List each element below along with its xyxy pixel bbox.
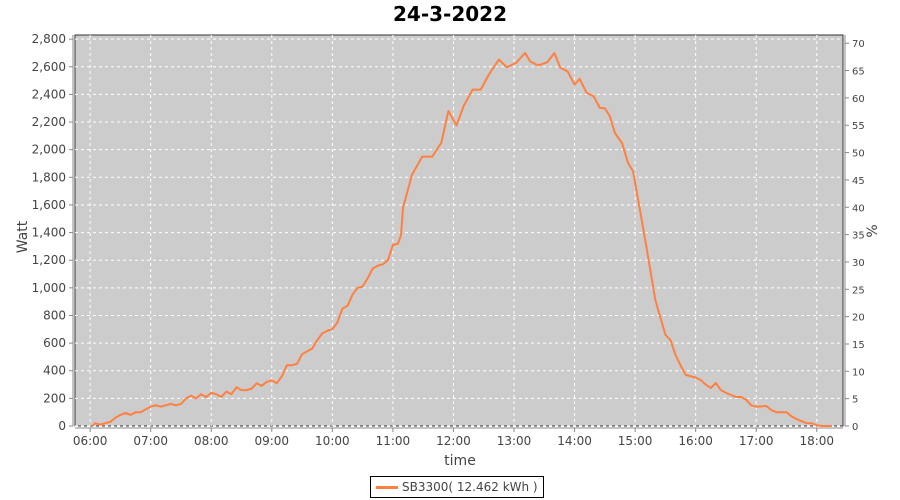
y2-tick-label: 30 [852,258,865,269]
y-tick-label: 1,400 [32,226,66,240]
y-tick-label: 1,000 [32,281,66,295]
x-tick-label: 07:00 [133,434,168,448]
x-tick-label: 18:00 [799,434,834,448]
y2-tick-label: 40 [852,203,865,214]
x-tick-label: 14:00 [557,434,592,448]
legend-label: SB3300( 12.462 kWh ) [402,480,538,494]
y-tick-label: 800 [43,308,66,322]
y-tick-label: 0 [58,419,66,433]
y-tick-label: 1,600 [32,198,66,212]
y2-tick-label: 5 [852,395,858,406]
y2-tick-label: 45 [852,176,865,187]
y-tick-label: 2,800 [32,32,66,46]
y-axis-label: Watt [15,220,31,253]
x-tick-label: 16:00 [678,434,713,448]
x-tick-label: 06:00 [73,434,108,448]
y-tick-label: 1,200 [32,253,66,267]
x-tick-label: 09:00 [254,434,289,448]
x-tick-label: 11:00 [376,434,411,448]
chart-title: 24-3-2022 [393,2,507,26]
y2-tick-label: 55 [852,121,865,132]
legend-swatch [376,485,398,489]
y2-axis-label: % [865,224,881,237]
y-tick-label: 400 [43,364,66,378]
gridlines [75,35,843,427]
y2-tick-label: 10 [852,367,865,378]
y2-tick-label: 35 [852,231,865,242]
plot-area [74,34,844,427]
y2-tick-label: 70 [852,39,865,50]
legend: SB3300( 12.462 kWh ) [370,476,544,498]
y-tick-label: 2,600 [32,60,66,74]
x-axis-label: time [444,453,476,469]
y-tick-label: 200 [43,391,66,405]
y2-tick-label: 20 [852,313,865,324]
y2-tick-label: 60 [852,94,865,105]
x-tick-label: 10:00 [315,434,350,448]
x-tick-label: 08:00 [194,434,229,448]
y-tick-label: 2,400 [32,87,66,101]
y-tick-label: 600 [43,336,66,350]
y2-tick-label: 50 [852,149,865,160]
y-tick-label: 2,000 [32,143,66,157]
y-tick-label: 2,200 [32,115,66,129]
x-tick-label: 15:00 [618,434,653,448]
y2-tick-label: 65 [852,67,865,78]
x-tick-label: 17:00 [739,434,774,448]
series-line [91,52,832,427]
y2-tick-label: 0 [852,422,858,433]
x-tick-label: 12:00 [436,434,471,448]
y-tick-label: 1,800 [32,170,66,184]
x-tick-label: 13:00 [497,434,532,448]
y2-tick-label: 15 [852,340,865,351]
axes: 06:00 07:00 08:00 09:00 10:00 11:00 12:00 13:00… [32,32,865,448]
y2-tick-label: 25 [852,285,865,296]
